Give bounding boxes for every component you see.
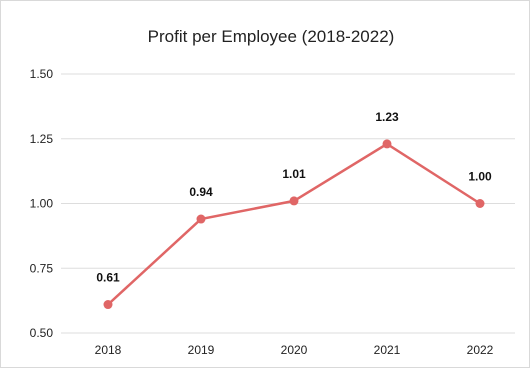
data-label: 1.00 [468, 170, 492, 184]
data-label: 1.23 [375, 110, 399, 124]
x-axis-ticks: 2018 2019 2020 2021 2022 [95, 343, 494, 357]
data-point [196, 214, 206, 224]
gridlines [61, 73, 515, 334]
y-axis-ticks: 0.50 0.75 1.00 1.25 1.50 [30, 67, 54, 340]
x-tick-label: 2022 [467, 343, 494, 357]
y-tick-label: 1.25 [30, 132, 54, 146]
y-tick-label: 0.50 [30, 326, 54, 340]
data-point [382, 139, 392, 149]
x-tick-label: 2019 [188, 343, 215, 357]
data-point [103, 300, 113, 310]
y-tick-label: 1.00 [30, 197, 54, 211]
data-point [289, 196, 299, 206]
x-tick-label: 2018 [95, 343, 122, 357]
chart-title: Profit per Employee (2018-2022) [148, 27, 395, 46]
data-labels: 0.61 0.94 1.01 1.23 1.00 [96, 110, 492, 285]
data-points [103, 139, 485, 310]
x-tick-label: 2020 [281, 343, 308, 357]
data-label: 0.61 [96, 271, 120, 285]
data-label: 1.01 [282, 167, 306, 181]
data-point [475, 199, 485, 208]
data-label: 0.94 [189, 185, 213, 199]
y-tick-label: 1.50 [30, 67, 54, 81]
x-tick-label: 2021 [374, 343, 401, 357]
y-tick-label: 0.75 [30, 261, 54, 275]
